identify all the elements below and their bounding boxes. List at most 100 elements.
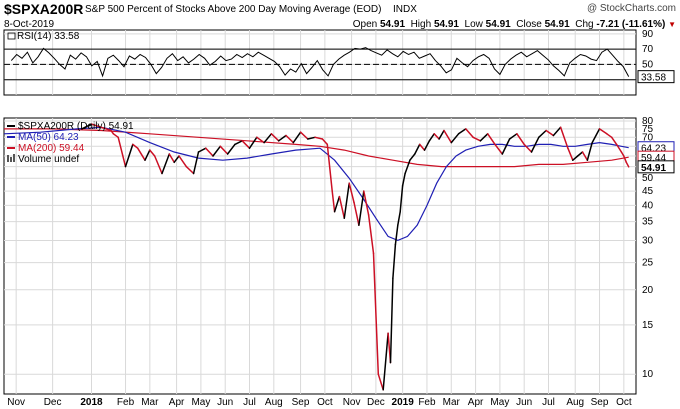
price-line-segment bbox=[397, 210, 401, 226]
price-line-segment bbox=[389, 277, 394, 364]
price-y-tick-label: 75 bbox=[642, 124, 654, 135]
price-line-segment bbox=[438, 129, 445, 140]
price-line-segment bbox=[606, 133, 613, 139]
price-line-segment bbox=[414, 143, 421, 155]
low-value: 54.91 bbox=[485, 19, 511, 30]
price-line-segment bbox=[81, 123, 93, 130]
price-line-segment bbox=[100, 126, 112, 132]
price-line-segment bbox=[197, 147, 207, 153]
rsi-y-tick-label: 70 bbox=[642, 44, 654, 55]
price-last-value-label: 54.91 bbox=[641, 163, 666, 174]
price-line-segment bbox=[486, 133, 496, 146]
ma200-line bbox=[4, 128, 629, 168]
price-line-segment bbox=[472, 136, 482, 142]
price-line-segment bbox=[173, 155, 180, 164]
chart-description: S&P 500 Percent of Stocks Above 200 Day … bbox=[85, 4, 382, 15]
price-y-tick-label: 25 bbox=[642, 258, 654, 269]
price-y-tick-label: 70 bbox=[642, 132, 654, 143]
price-y-tick-label: 80 bbox=[642, 116, 654, 127]
price-line-segment bbox=[625, 161, 630, 168]
price-line-segment bbox=[538, 129, 547, 139]
x-tick-label: Oct bbox=[317, 397, 333, 408]
price-line-segment bbox=[136, 147, 146, 161]
price-line-segment bbox=[552, 126, 562, 137]
x-tick-label: Jul bbox=[542, 397, 555, 408]
price-line-segment bbox=[205, 147, 214, 157]
price-line-segment bbox=[192, 151, 200, 175]
rsi-legend-icon bbox=[7, 32, 16, 40]
x-tick-label: Dec bbox=[44, 397, 62, 408]
price-line-segment bbox=[581, 151, 589, 161]
price-line-segment bbox=[132, 143, 139, 149]
price-last-value-box bbox=[637, 160, 675, 174]
price-line-segment bbox=[117, 136, 127, 168]
x-tick-label: Apr bbox=[169, 397, 185, 408]
price-y-tick-label: 30 bbox=[642, 235, 654, 246]
volume-legend-icon bbox=[7, 155, 9, 162]
x-tick-label: Feb bbox=[418, 397, 436, 408]
price-line-segment bbox=[256, 136, 265, 144]
x-tick-label: Nov bbox=[7, 397, 25, 408]
price-line-segment bbox=[523, 143, 533, 153]
x-tick-label: Feb bbox=[117, 397, 135, 408]
price-line-segment bbox=[363, 190, 370, 216]
x-tick-label: Dec bbox=[367, 397, 385, 408]
price-line-segment bbox=[576, 151, 584, 157]
price-line-segment bbox=[343, 182, 350, 219]
price-legend-label: Volume undef bbox=[18, 154, 79, 165]
price-line-segment bbox=[161, 153, 171, 175]
price-y-tick-label: 15 bbox=[642, 320, 654, 331]
price-line-segment bbox=[90, 123, 102, 129]
chg-label: Chg bbox=[575, 19, 594, 30]
price-line-segment bbox=[338, 195, 346, 219]
price-y-tick-label: 10 bbox=[642, 369, 654, 380]
price-line-segment bbox=[516, 133, 525, 146]
price-line-segment bbox=[623, 155, 628, 164]
price-line-segment bbox=[292, 131, 302, 144]
ma50-line bbox=[3, 126, 629, 242]
price-line-segment bbox=[401, 172, 406, 187]
x-tick-label: 2018 bbox=[80, 397, 103, 408]
price-line-segment bbox=[307, 136, 316, 140]
price-line-segment bbox=[358, 190, 365, 226]
price-line-segment bbox=[615, 143, 623, 153]
price-line-segment bbox=[333, 195, 341, 213]
price-line-segment bbox=[248, 136, 258, 149]
price-line-segment bbox=[185, 165, 195, 175]
x-tick-label: May bbox=[191, 397, 210, 408]
price-y-tick-label: 50 bbox=[642, 173, 654, 184]
open-label: Open bbox=[352, 19, 378, 30]
price-line-segment bbox=[559, 126, 569, 149]
chart-symbol: $SPXA200R bbox=[4, 1, 84, 17]
x-tick-label: Jun bbox=[516, 397, 532, 408]
price-y-tick-label: 35 bbox=[642, 217, 654, 228]
price-legend-label: MA(200) 59.44 bbox=[18, 143, 85, 154]
price-line-segment bbox=[270, 133, 280, 142]
price-line-segment bbox=[610, 136, 618, 146]
x-tick-label: Aug bbox=[265, 397, 283, 408]
price-line-segment bbox=[178, 155, 188, 168]
price-line-segment bbox=[263, 133, 273, 144]
price-y-tick-label: 20 bbox=[642, 285, 654, 296]
volume-legend-icon bbox=[13, 154, 15, 162]
price-line-segment bbox=[620, 151, 625, 157]
x-tick-label: Mar bbox=[443, 397, 461, 408]
price-line-segment bbox=[212, 145, 222, 157]
volume-legend-icon bbox=[10, 157, 12, 162]
x-tick-label: 2019 bbox=[392, 397, 415, 408]
price-last-value-label: 64.23 bbox=[641, 144, 666, 155]
price-panel-frame bbox=[3, 117, 637, 395]
x-tick-label: Oct bbox=[616, 397, 632, 408]
close-value: 54.91 bbox=[544, 19, 570, 30]
open-value: 54.91 bbox=[379, 19, 406, 30]
price-line-segment bbox=[226, 143, 236, 155]
x-tick-label: Jun bbox=[217, 397, 233, 408]
high-label: High bbox=[410, 19, 432, 30]
chg-value: -7.21 (-11.61%) bbox=[596, 19, 666, 30]
price-y-tick-label: 45 bbox=[642, 186, 654, 197]
price-line-segment bbox=[428, 133, 435, 142]
stockcharts-credit[interactable]: @ StockCharts.com bbox=[586, 3, 676, 14]
price-line-segment bbox=[450, 133, 460, 144]
x-tick-label: Apr bbox=[468, 397, 484, 408]
price-line-segment bbox=[234, 140, 243, 146]
